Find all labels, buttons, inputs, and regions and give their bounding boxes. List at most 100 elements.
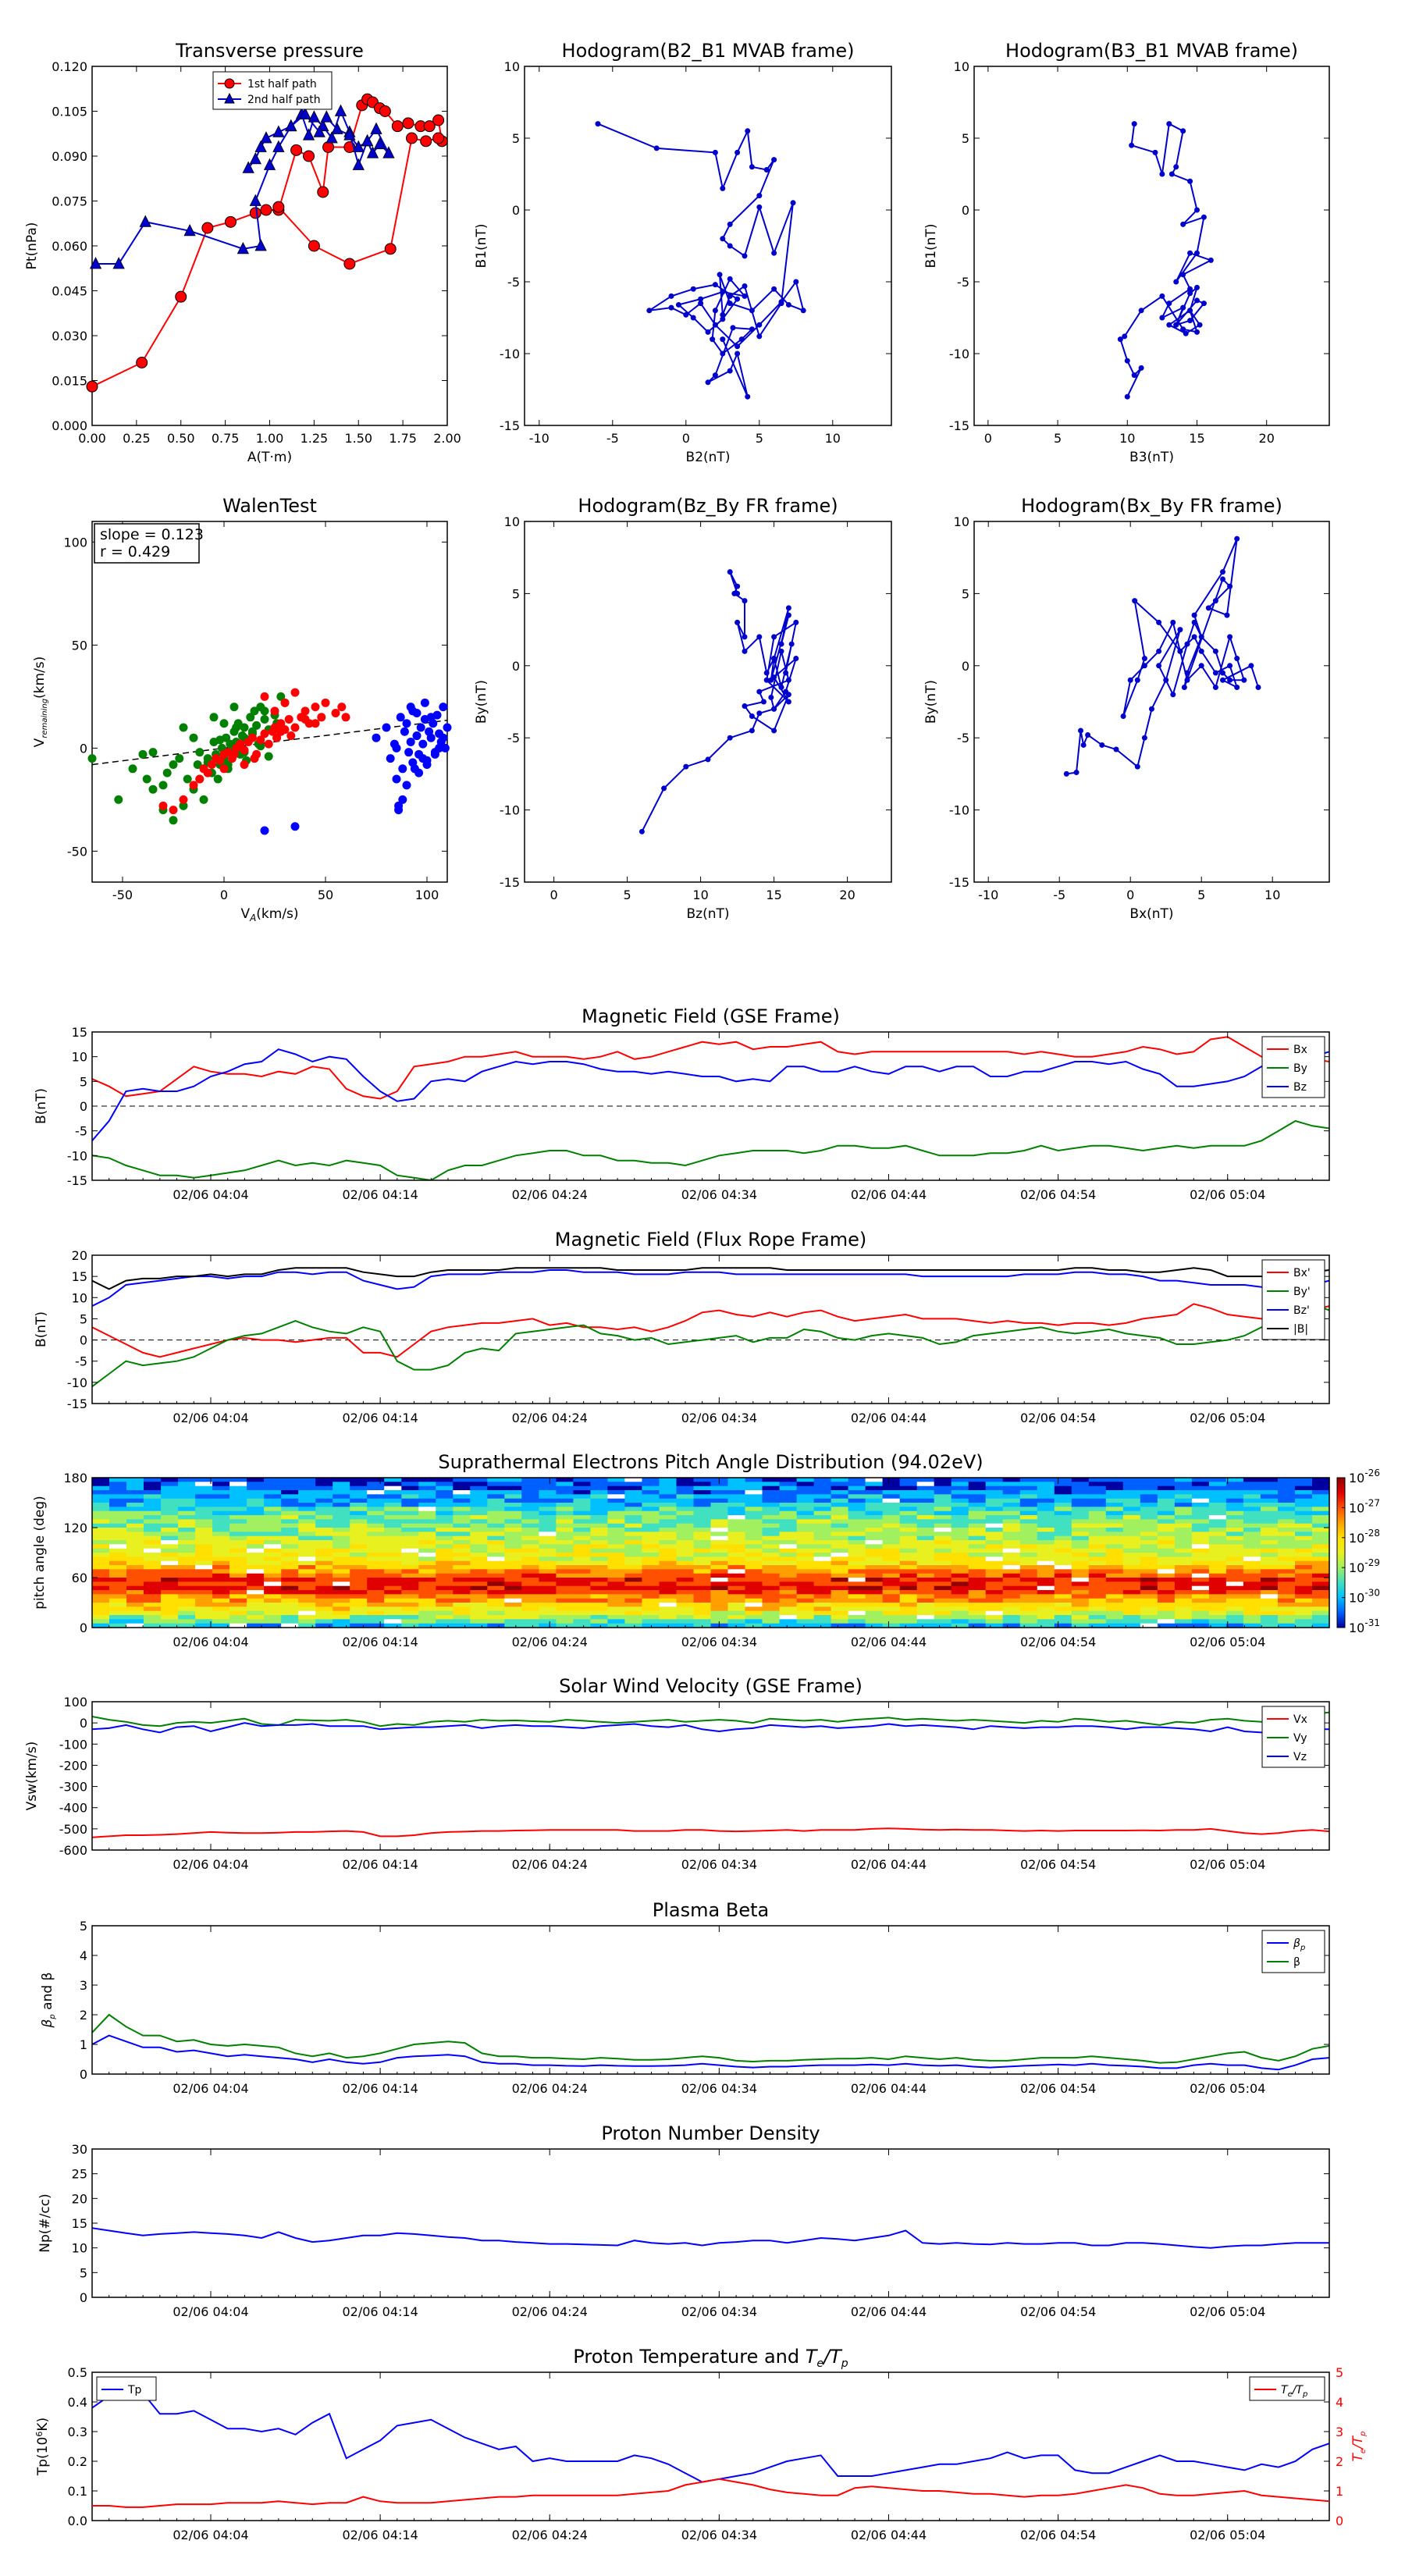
heatmap-cell bbox=[367, 1498, 385, 1503]
scatter-point-red bbox=[280, 698, 290, 707]
heatmap-cell bbox=[985, 1582, 1004, 1587]
heatmap-cell bbox=[367, 1560, 385, 1566]
heatmap-cell bbox=[350, 1535, 368, 1541]
panel-title: Suprathermal Electrons Pitch Angle Distr… bbox=[438, 1451, 983, 1473]
heatmap-cell bbox=[539, 1594, 557, 1599]
heatmap-cell bbox=[968, 1478, 987, 1482]
panel-title: Hodogram(B3_B1 MVAB frame) bbox=[1005, 40, 1298, 62]
heatmap-cell bbox=[642, 1553, 660, 1557]
heatmap-cell bbox=[882, 1582, 901, 1587]
heatmap-cell bbox=[556, 1544, 574, 1550]
heatmap-cell bbox=[384, 1569, 402, 1574]
heatmap-cell bbox=[1225, 1590, 1244, 1595]
heatmap-cell bbox=[899, 1582, 918, 1587]
heatmap-cell bbox=[934, 1598, 952, 1603]
heatmap-cell bbox=[1122, 1560, 1141, 1566]
heatmap-cell bbox=[1295, 1523, 1313, 1528]
heatmap-cell bbox=[247, 1519, 265, 1525]
heatmap-cell bbox=[92, 1532, 110, 1537]
scatter-point-blue bbox=[412, 731, 422, 741]
heatmap-cell bbox=[384, 1523, 402, 1528]
heatmap-cell bbox=[762, 1560, 781, 1566]
heatmap-cell bbox=[436, 1548, 454, 1553]
heatmap-cell bbox=[573, 1603, 591, 1607]
heatmap-cell bbox=[710, 1615, 729, 1620]
heatmap-cell bbox=[1208, 1503, 1227, 1507]
heatmap-cell bbox=[178, 1594, 196, 1599]
heatmap-cell bbox=[1157, 1532, 1176, 1537]
heatmap-cell bbox=[247, 1515, 265, 1520]
heatmap-cell bbox=[92, 1485, 110, 1491]
heatmap-cell bbox=[1260, 1507, 1279, 1512]
heatmap-cell bbox=[1243, 1565, 1261, 1570]
hodogram-point bbox=[1080, 742, 1087, 748]
hodogram-point bbox=[1173, 322, 1179, 328]
heatmap-cell bbox=[1037, 1503, 1055, 1507]
heatmap-cell bbox=[556, 1540, 574, 1545]
heatmap-cell bbox=[1243, 1585, 1261, 1591]
heatmap-cell bbox=[487, 1623, 505, 1628]
hodogram-point bbox=[785, 612, 791, 618]
heatmap-cell bbox=[1088, 1498, 1107, 1503]
heatmap-cell bbox=[178, 1507, 196, 1512]
hodogram-point bbox=[785, 692, 791, 698]
heatmap-cell bbox=[367, 1569, 385, 1574]
hodogram-line bbox=[1066, 538, 1259, 775]
heatmap-cell bbox=[590, 1490, 608, 1495]
heatmap-cell bbox=[556, 1503, 574, 1507]
heatmap-cell bbox=[1037, 1573, 1055, 1578]
heatmap-cell bbox=[229, 1615, 247, 1620]
y-tick-label: 0.2 bbox=[68, 2454, 87, 2469]
heatmap-cell bbox=[470, 1485, 488, 1491]
heatmap-cell bbox=[264, 1515, 282, 1520]
heatmap-cell bbox=[247, 1485, 265, 1491]
heatmap-cell bbox=[556, 1603, 574, 1607]
heatmap-cell bbox=[539, 1582, 557, 1587]
heatmap-cell bbox=[659, 1573, 678, 1578]
heatmap-cell bbox=[247, 1573, 265, 1578]
heatmap-cell bbox=[384, 1528, 402, 1532]
heatmap-cell bbox=[333, 1510, 350, 1516]
heatmap-cell bbox=[264, 1494, 282, 1500]
scatter-point-green bbox=[264, 752, 273, 761]
y-tick-label: 0.090 bbox=[52, 149, 87, 164]
heatmap-cell bbox=[384, 1540, 402, 1545]
heatmap-cell bbox=[624, 1585, 642, 1591]
heatmap-cell bbox=[642, 1519, 660, 1525]
heatmap-cell bbox=[590, 1548, 608, 1553]
heatmap-cell bbox=[350, 1515, 368, 1520]
heatmap-cell bbox=[1054, 1619, 1072, 1624]
heatmap-cell bbox=[298, 1578, 316, 1582]
heatmap-cell bbox=[1054, 1503, 1072, 1507]
heatmap-cell bbox=[624, 1494, 642, 1500]
heatmap-cell bbox=[418, 1560, 436, 1566]
heatmap-cell bbox=[1191, 1557, 1210, 1562]
heatmap-cell bbox=[813, 1494, 832, 1500]
heatmap-cell bbox=[350, 1594, 368, 1599]
heatmap-cell bbox=[1071, 1528, 1090, 1532]
heatmap-cell bbox=[1278, 1594, 1296, 1599]
heatmap-cell bbox=[676, 1507, 695, 1512]
heatmap-cell bbox=[590, 1498, 608, 1503]
heatmap-cell bbox=[350, 1560, 368, 1566]
heatmap-cell bbox=[762, 1523, 781, 1528]
hodogram-point bbox=[735, 583, 741, 589]
heatmap-cell bbox=[539, 1585, 557, 1591]
heatmap-cell bbox=[504, 1519, 522, 1525]
heatmap-cell bbox=[573, 1619, 591, 1624]
series-line-p bbox=[92, 2034, 1329, 2071]
heatmap-cell bbox=[1260, 1482, 1279, 1487]
y-tick-label: 0.5 bbox=[68, 2365, 87, 2380]
heatmap-cell bbox=[539, 1478, 557, 1482]
x-tick-label: 1.75 bbox=[389, 431, 417, 446]
heatmap-cell bbox=[521, 1619, 539, 1624]
heatmap-cell bbox=[453, 1606, 471, 1612]
heatmap-cell bbox=[264, 1610, 282, 1616]
heatmap-cell bbox=[264, 1485, 282, 1491]
heatmap-cell bbox=[985, 1503, 1004, 1507]
heatmap-cell bbox=[659, 1578, 678, 1582]
heatmap-cell bbox=[1208, 1619, 1227, 1624]
heatmap-cell bbox=[1243, 1610, 1261, 1616]
heatmap-cell bbox=[92, 1585, 110, 1591]
heatmap-cell bbox=[212, 1490, 230, 1495]
